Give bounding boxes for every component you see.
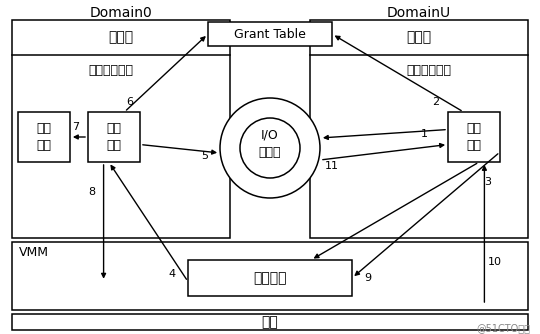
Bar	[208, 22, 332, 46]
Text: 11: 11	[325, 161, 339, 171]
Text: VMM: VMM	[19, 245, 49, 259]
Bar	[88, 112, 140, 162]
Bar	[12, 242, 528, 310]
Text: 4: 4	[168, 269, 176, 279]
Text: 真实
驱动: 真实 驱动	[37, 122, 51, 152]
Text: @51CTO博客: @51CTO博客	[476, 323, 530, 333]
Text: Domain0: Domain0	[90, 6, 152, 20]
Text: Grant Table: Grant Table	[234, 27, 306, 40]
Text: 3: 3	[484, 177, 491, 187]
Text: 8: 8	[88, 187, 95, 197]
Text: 用户态: 用户态	[407, 30, 431, 44]
Text: I/O
共享环: I/O 共享环	[259, 129, 281, 159]
Text: 6: 6	[126, 97, 133, 107]
Text: 用户态: 用户态	[109, 30, 133, 44]
Text: 未修改的内核: 未修改的内核	[407, 64, 451, 77]
Bar	[310, 20, 528, 238]
Bar	[12, 314, 528, 330]
Text: DomainU: DomainU	[387, 6, 451, 20]
Text: 修改过的内核: 修改过的内核	[89, 64, 133, 77]
Text: 5: 5	[201, 151, 208, 161]
Text: 前端
驱动: 前端 驱动	[467, 122, 482, 152]
Text: 2: 2	[433, 97, 440, 107]
Bar	[12, 20, 230, 238]
Text: 硬件: 硬件	[261, 315, 279, 329]
Text: 7: 7	[72, 122, 79, 132]
Bar	[18, 112, 70, 162]
Bar	[188, 260, 352, 296]
Circle shape	[220, 98, 320, 198]
Text: 后端
驱动: 后端 驱动	[106, 122, 122, 152]
Text: 9: 9	[364, 273, 372, 283]
Text: 1: 1	[421, 129, 428, 139]
Circle shape	[240, 118, 300, 178]
Bar	[448, 112, 500, 162]
Text: 10: 10	[488, 257, 502, 267]
Text: 事件通道: 事件通道	[253, 271, 287, 285]
